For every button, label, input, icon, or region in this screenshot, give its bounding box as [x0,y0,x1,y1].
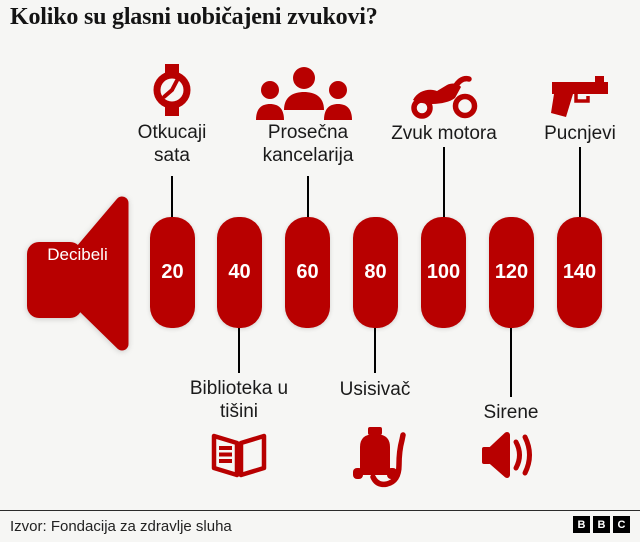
connector-line [579,147,581,217]
connector-line [307,176,309,217]
decibel-value: 60 [296,261,319,283]
bar-label-120: Sirene [483,402,539,423]
decibel-value: 100 [426,261,461,283]
bar-label-80: Usisivač [339,379,411,400]
handgun-icon [551,75,611,117]
bbc-logo-letter: C [613,516,630,533]
footer: Izvor: Fondacija za zdravlje sluha B B C [0,510,640,542]
decibel-bar-40: 40 [217,217,262,328]
loudspeaker-icon [482,431,540,479]
vacuum-cleaner-icon [343,427,409,489]
motorcycle-icon [410,71,478,119]
connector-line [374,328,376,373]
decibel-bar-20: 20 [150,217,195,328]
decibel-bar-80: 80 [353,217,398,328]
speaker-icon [25,192,130,358]
bbc-logo-letter: B [573,516,590,533]
decibel-bar-60: 60 [285,217,330,328]
decibel-value: 120 [494,261,529,283]
connector-line [443,147,445,217]
bbc-logo-letter: B [593,516,610,533]
source-text: Izvor: Fondacija za zdravlje sluha [10,518,232,535]
page-title: Koliko su glasni uobičajeni zvukovi? [10,4,378,30]
bar-label-40: Biblioteka u tišini [189,378,289,422]
bbc-logo: B B C [573,516,630,533]
connector-line [238,328,240,373]
bar-label-100: Zvuk motora [391,123,497,144]
bar-label-140: Pucnjevi [544,123,616,144]
decibel-value: 80 [364,261,387,283]
decibel-value: 40 [228,261,251,283]
wristwatch-icon [148,64,196,116]
decibel-value: 20 [161,261,184,283]
decibel-bar-100: 100 [421,217,466,328]
connector-line [171,176,173,217]
open-book-icon [210,431,268,479]
bar-label-20: Otkucaji sata [137,122,207,166]
connector-line [510,328,512,397]
decibel-value: 140 [562,261,597,283]
decibel-bar-120: 120 [489,217,534,328]
office-people-icon [256,66,352,120]
bar-label-60: Prosečna kancelarija [262,122,354,166]
axis-label: Decibeli [47,245,108,264]
decibel-bar-140: 140 [557,217,602,328]
